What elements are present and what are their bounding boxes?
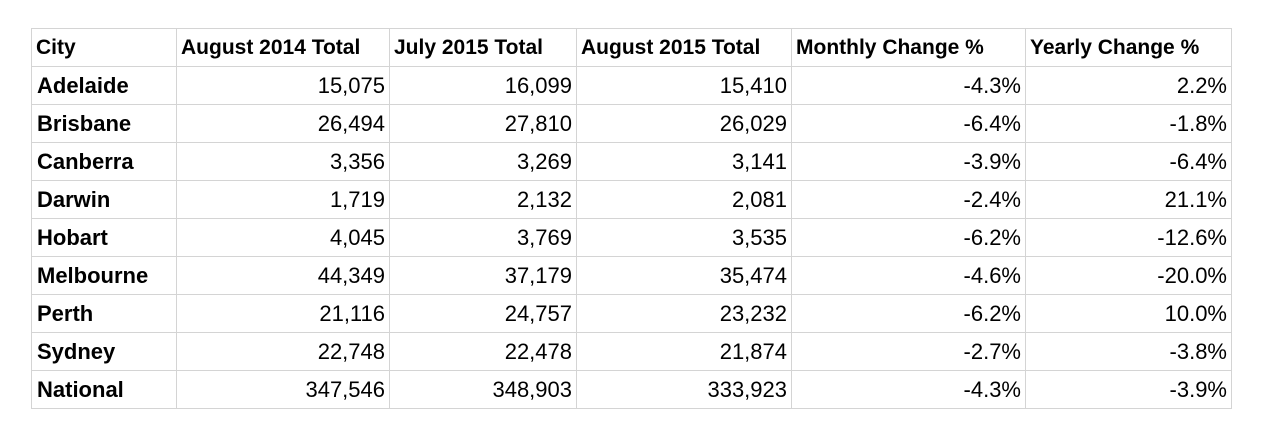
cell-monthly-change: -4.3% [791, 66, 1026, 105]
cell-city: Sydney [31, 332, 177, 371]
cell-yearly-change: 10.0% [1025, 294, 1232, 333]
cell-monthly-change: -6.2% [791, 294, 1026, 333]
cell-august-2015-total: 35,474 [576, 256, 792, 295]
cell-yearly-change: -1.8% [1025, 104, 1232, 143]
header-july-2015-total: July 2015 Total [389, 28, 577, 67]
cell-city: Melbourne [31, 256, 177, 295]
table-row: Hobart 4,045 3,769 3,535 -6.2% -12.6% [31, 218, 1232, 257]
cell-august-2014-total: 44,349 [176, 256, 390, 295]
cell-yearly-change: -20.0% [1025, 256, 1232, 295]
cell-yearly-change: -12.6% [1025, 218, 1232, 257]
cell-august-2015-total: 26,029 [576, 104, 792, 143]
header-row: City August 2014 Total July 2015 Total A… [31, 28, 1232, 67]
table-row: Sydney 22,748 22,478 21,874 -2.7% -3.8% [31, 332, 1232, 371]
cell-monthly-change: -6.2% [791, 218, 1026, 257]
table-row: Perth 21,116 24,757 23,232 -6.2% 10.0% [31, 294, 1232, 333]
cell-monthly-change: -2.4% [791, 180, 1026, 219]
cell-yearly-change: 21.1% [1025, 180, 1232, 219]
cell-july-2015-total: 22,478 [389, 332, 577, 371]
cell-monthly-change: -3.9% [791, 142, 1026, 181]
cell-city: Brisbane [31, 104, 177, 143]
table-row: Canberra 3,356 3,269 3,141 -3.9% -6.4% [31, 142, 1232, 181]
cell-monthly-change: -2.7% [791, 332, 1026, 371]
header-august-2014-total: August 2014 Total [176, 28, 390, 67]
cell-august-2015-total: 21,874 [576, 332, 792, 371]
cell-august-2015-total: 3,535 [576, 218, 792, 257]
cell-august-2015-total: 23,232 [576, 294, 792, 333]
cell-july-2015-total: 37,179 [389, 256, 577, 295]
cell-city: Hobart [31, 218, 177, 257]
cell-august-2014-total: 22,748 [176, 332, 390, 371]
cell-august-2014-total: 21,116 [176, 294, 390, 333]
cell-july-2015-total: 16,099 [389, 66, 577, 105]
cell-yearly-change: 2.2% [1025, 66, 1232, 105]
cell-august-2014-total: 15,075 [176, 66, 390, 105]
cell-august-2015-total: 15,410 [576, 66, 792, 105]
cell-july-2015-total: 348,903 [389, 370, 577, 409]
cell-monthly-change: -4.6% [791, 256, 1026, 295]
cell-city: Canberra [31, 142, 177, 181]
cell-august-2014-total: 1,719 [176, 180, 390, 219]
cell-july-2015-total: 27,810 [389, 104, 577, 143]
data-table: City August 2014 Total July 2015 Total A… [31, 28, 1232, 409]
table-row: Adelaide 15,075 16,099 15,410 -4.3% 2.2% [31, 66, 1232, 105]
table-row: National 347,546 348,903 333,923 -4.3% -3.9% [31, 370, 1232, 409]
cell-monthly-change: -6.4% [791, 104, 1026, 143]
cell-city: Darwin [31, 180, 177, 219]
cell-city: Adelaide [31, 66, 177, 105]
cell-august-2014-total: 4,045 [176, 218, 390, 257]
cell-yearly-change: -6.4% [1025, 142, 1232, 181]
header-yearly-change: Yearly Change % [1025, 28, 1232, 67]
header-august-2015-total: August 2015 Total [576, 28, 792, 67]
cell-july-2015-total: 3,769 [389, 218, 577, 257]
cell-monthly-change: -4.3% [791, 370, 1026, 409]
cell-august-2015-total: 333,923 [576, 370, 792, 409]
cell-july-2015-total: 2,132 [389, 180, 577, 219]
cell-august-2014-total: 347,546 [176, 370, 390, 409]
header-city: City [31, 28, 177, 67]
table-row: Melbourne 44,349 37,179 35,474 -4.6% -20.0% [31, 256, 1232, 295]
cell-city: Perth [31, 294, 177, 333]
header-monthly-change: Monthly Change % [791, 28, 1026, 67]
cell-july-2015-total: 3,269 [389, 142, 577, 181]
table-header: City August 2014 Total July 2015 Total A… [31, 28, 1232, 67]
cell-yearly-change: -3.8% [1025, 332, 1232, 371]
cell-august-2014-total: 3,356 [176, 142, 390, 181]
table-row: Brisbane 26,494 27,810 26,029 -6.4% -1.8% [31, 104, 1232, 143]
table-body: Adelaide 15,075 16,099 15,410 -4.3% 2.2% Brisb… [31, 66, 1232, 409]
cell-august-2015-total: 2,081 [576, 180, 792, 219]
table-row: Darwin 1,719 2,132 2,081 -2.4% 21.1% [31, 180, 1232, 219]
cell-july-2015-total: 24,757 [389, 294, 577, 333]
cell-yearly-change: -3.9% [1025, 370, 1232, 409]
cell-city: National [31, 370, 177, 409]
cell-august-2015-total: 3,141 [576, 142, 792, 181]
cell-august-2014-total: 26,494 [176, 104, 390, 143]
